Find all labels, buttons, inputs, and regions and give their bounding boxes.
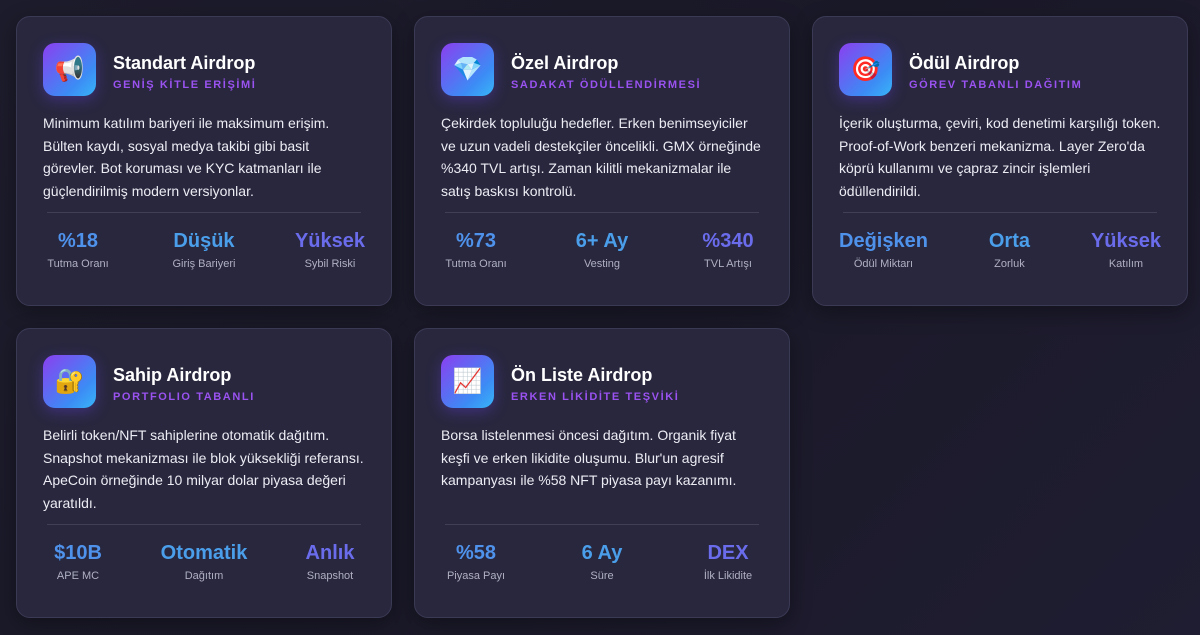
stat-value: %18	[57, 230, 99, 252]
stat-value: Değişken	[839, 230, 928, 252]
diamond-icon: 💎	[441, 43, 494, 96]
stat: %340 TVL Artışı	[693, 230, 763, 270]
card-subtitle: GÖREV TABANLI DAĞITIM	[909, 78, 1083, 91]
stat: Yüksek Sybil Riski	[295, 230, 365, 270]
card-subtitle: SADAKAT ÖDÜLLENDİRMESİ	[511, 78, 702, 91]
stat-value: 6 Ay	[581, 542, 623, 564]
stat-label: Süre	[590, 570, 614, 582]
card-title: Sahip Airdrop	[113, 364, 232, 385]
stat-label: APE MC	[56, 570, 100, 582]
card-title: Ön Liste Airdrop	[511, 364, 653, 385]
card-description: Çekirdek topluluğu hedefler. Erken benim…	[441, 115, 761, 199]
stat-value: %58	[455, 542, 497, 564]
stat: %58 Piyasa Payı	[441, 542, 511, 582]
stat-value: 6+ Ay	[575, 230, 629, 252]
stat-label: Sybil Riski	[304, 258, 356, 270]
stat: %73 Tutma Oranı	[441, 230, 511, 270]
stat-value: $10B	[54, 542, 102, 564]
stat-value: %73	[455, 230, 497, 252]
stat-label: Zorluk	[994, 258, 1025, 270]
stat-label: Giriş Bariyeri	[172, 258, 236, 270]
stat: $10B APE MC	[43, 542, 113, 582]
stat-label: Tutma Oranı	[47, 258, 109, 270]
airdrop-card: 📢 Standart Airdrop GENİŞ KİTLE ERİŞİMİ Mini…	[16, 16, 392, 306]
airdrop-cards-grid: 📢 Standart Airdrop GENİŞ KİTLE ERİŞİMİ Mini…	[16, 16, 1188, 618]
stat: 6 Ay Süre	[567, 542, 637, 582]
card-stats: $10B APE MC Otomatik Dağıtım Anlık Snapshot	[43, 542, 365, 582]
stat-value: Anlık	[305, 542, 355, 564]
card-description: Minimum katılım bariyeri ile maksimum er…	[43, 115, 330, 199]
stat: %18 Tutma Oranı	[43, 230, 113, 270]
card-stats: %18 Tutma Oranı Düşük Giriş Bariyeri Yüksek S…	[43, 230, 365, 270]
card-stats: %58 Piyasa Payı 6 Ay Süre DEX İlk Likidite	[441, 542, 763, 582]
airdrop-card: 🔐 Sahip Airdrop PORTFOLIO TABANLI Belirli t…	[16, 328, 392, 618]
stat-label: Ödül Miktarı	[853, 258, 914, 270]
stat-label: Tutma Oranı	[445, 258, 507, 270]
airdrop-card: 📈 Ön Liste Airdrop ERKEN LİKİDİTE TEŞVİKİ B…	[414, 328, 790, 618]
stat: DEX İlk Likidite	[693, 542, 763, 582]
stat: 6+ Ay Vesting	[567, 230, 637, 270]
stat-value: Düşük	[173, 230, 235, 252]
card-title: Ödül Airdrop	[909, 52, 1020, 73]
divider	[445, 212, 759, 213]
lock-icon: 🔐	[43, 355, 96, 408]
card-description: İçerik oluşturma, çeviri, kod denetimi k…	[839, 115, 1161, 199]
stat: Orta Zorluk	[974, 230, 1044, 270]
stat-value: Yüksek	[1090, 230, 1161, 252]
divider	[47, 524, 361, 525]
megaphone-icon: 📢	[43, 43, 96, 96]
stat: Otomatik Dağıtım	[161, 542, 248, 582]
stat-value: DEX	[707, 542, 749, 564]
card-description: Borsa listelenmesi öncesi dağıtım. Organ…	[441, 427, 737, 488]
divider	[445, 524, 759, 525]
card-subtitle: PORTFOLIO TABANLI	[113, 390, 255, 403]
airdrop-card: 💎 Özel Airdrop SADAKAT ÖDÜLLENDİRMESİ Çekir…	[414, 16, 790, 306]
stat: Düşük Giriş Bariyeri	[169, 230, 239, 270]
stat-label: Katılım	[1108, 258, 1144, 270]
stat-label: İlk Likidite	[703, 570, 753, 582]
card-description: Belirli token/NFT sahiplerine otomatik d…	[43, 427, 364, 511]
stat-label: Snapshot	[306, 570, 354, 582]
card-subtitle: ERKEN LİKİDİTE TEŞVİKİ	[511, 390, 680, 403]
divider	[47, 212, 361, 213]
card-subtitle: GENİŞ KİTLE ERİŞİMİ	[113, 78, 257, 91]
airdrop-card: 🎯 Ödül Airdrop GÖREV TABANLI DAĞITIM İçerik…	[812, 16, 1188, 306]
stat-label: TVL Artışı	[704, 258, 752, 270]
stat: Anlık Snapshot	[295, 542, 365, 582]
divider	[843, 212, 1157, 213]
stat: Değişken Ödül Miktarı	[839, 230, 928, 270]
target-icon: 🎯	[839, 43, 892, 96]
stat-label: Piyasa Payı	[446, 570, 506, 582]
chart-up-icon: 📈	[441, 355, 494, 408]
stat-label: Dağıtım	[184, 570, 224, 582]
stat-label: Vesting	[583, 258, 621, 270]
stat-value: %340	[702, 230, 754, 252]
stat-value: Yüksek	[294, 230, 365, 252]
stat: Yüksek Katılım	[1091, 230, 1161, 270]
card-stats: Değişken Ödül Miktarı Orta Zorluk Yüksek Katı…	[839, 230, 1161, 270]
stat-value: Otomatik	[160, 542, 248, 564]
stat-value: Orta	[988, 230, 1030, 252]
card-stats: %73 Tutma Oranı 6+ Ay Vesting %340 TVL Artışı	[441, 230, 763, 270]
card-title: Özel Airdrop	[511, 52, 619, 73]
card-title: Standart Airdrop	[113, 52, 256, 73]
